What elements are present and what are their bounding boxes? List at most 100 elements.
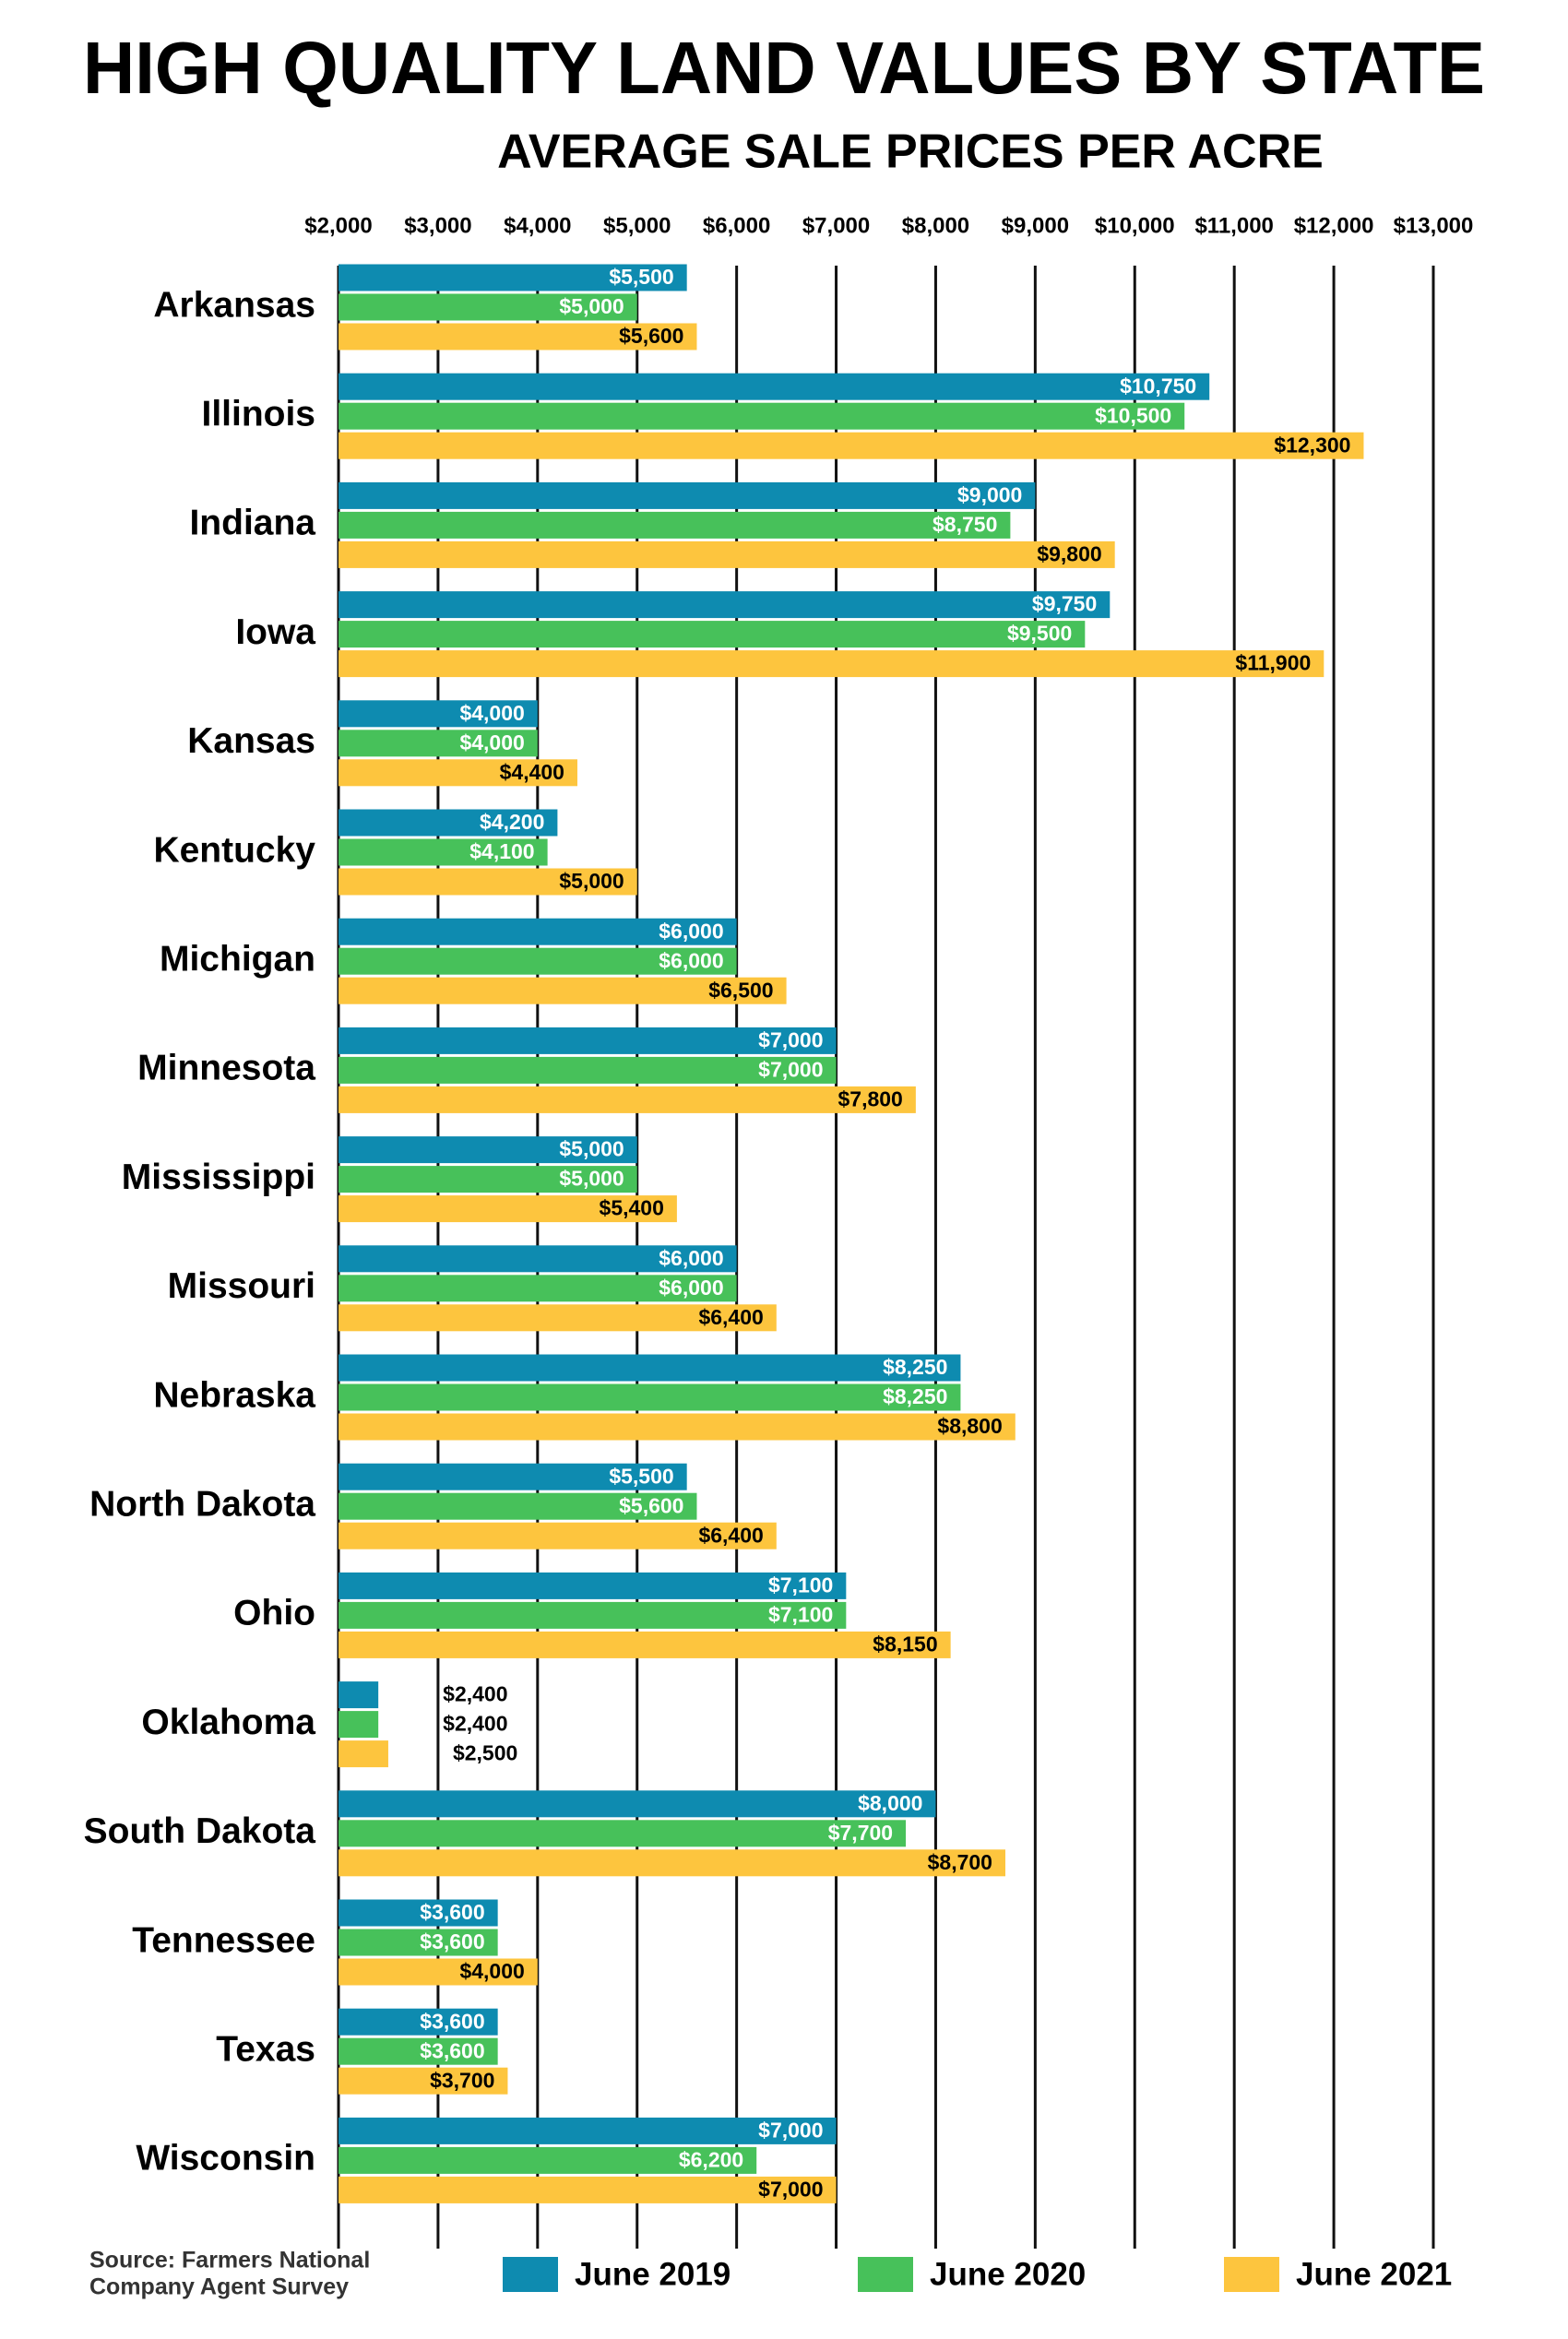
data-label: $10,750 — [1120, 374, 1196, 398]
category-label: Kentucky — [153, 830, 315, 870]
legend-label: June 2021 — [1296, 2256, 1452, 2292]
bar — [339, 2008, 498, 2036]
data-label: $9,500 — [1007, 622, 1072, 646]
data-label: $6,400 — [698, 1523, 763, 1547]
bar — [339, 1136, 637, 1164]
category-label: Mississippi — [122, 1158, 315, 1197]
data-label: $3,600 — [420, 2038, 484, 2062]
x-tick-label: $8,000 — [902, 213, 969, 238]
data-label: $8,750 — [932, 512, 997, 536]
bar — [339, 1304, 777, 1332]
legend-swatch — [1224, 2257, 1279, 2292]
data-label: $5,000 — [559, 869, 624, 893]
data-label: $5,600 — [619, 1493, 683, 1517]
x-tick-label: $13,000 — [1394, 213, 1474, 238]
bar — [339, 1572, 847, 1599]
category-label: Tennessee — [132, 1920, 315, 1960]
bar — [339, 868, 637, 896]
data-label: $8,700 — [928, 1850, 992, 1874]
bar — [339, 2037, 498, 2065]
data-label: $6,500 — [708, 978, 773, 1002]
category-label: Wisconsin — [136, 2139, 315, 2179]
bar — [339, 540, 1115, 568]
bar — [339, 293, 637, 321]
data-label: $8,000 — [858, 1791, 922, 1815]
bar — [339, 481, 1036, 509]
data-label: $7,700 — [828, 1821, 893, 1845]
bar — [339, 1492, 697, 1520]
bar — [339, 1740, 388, 1768]
data-label: $9,800 — [1037, 541, 1101, 565]
bar — [339, 1601, 847, 1629]
data-label: $8,250 — [883, 1384, 947, 1408]
category-label: Illinois — [201, 394, 315, 433]
x-tick-label: $7,000 — [802, 213, 870, 238]
category-label: Missouri — [168, 1266, 315, 1306]
bar — [339, 323, 697, 350]
bar — [339, 2146, 757, 2174]
data-label: $7,000 — [758, 1027, 823, 1051]
data-label: $12,300 — [1274, 433, 1350, 457]
data-label: $2,500 — [453, 1741, 517, 1765]
bar — [339, 1275, 737, 1302]
bar — [339, 1820, 907, 1847]
bar — [339, 809, 558, 837]
legend-swatch — [858, 2257, 913, 2292]
bar — [339, 1929, 498, 1956]
x-tick-label: $12,000 — [1294, 213, 1374, 238]
data-label: $4,200 — [480, 810, 544, 834]
chart-title: HIGH QUALITY LAND VALUES BY STATE — [83, 27, 1485, 109]
data-label: $8,800 — [937, 1414, 1002, 1438]
category-label: Kansas — [187, 721, 315, 761]
bar — [339, 1195, 677, 1223]
x-tick-label: $11,000 — [1194, 213, 1273, 238]
x-tick-label: $2,000 — [304, 213, 372, 238]
category-label: Indiana — [189, 504, 315, 543]
data-label: $9,750 — [1032, 592, 1097, 616]
data-label: $4,000 — [459, 1959, 524, 1983]
category-label: Ohio — [233, 1594, 315, 1633]
data-label: $4,100 — [469, 839, 534, 863]
legend-swatch — [503, 2257, 558, 2292]
data-label: $5,500 — [609, 1464, 673, 1488]
bar — [339, 1849, 1005, 1877]
data-label: $3,700 — [430, 2068, 494, 2092]
legend-label: June 2019 — [575, 2256, 731, 2292]
bar — [339, 264, 687, 291]
data-label: $5,000 — [559, 1167, 624, 1191]
bar — [339, 1056, 837, 1084]
bar — [339, 650, 1324, 678]
data-label: $8,150 — [873, 1632, 937, 1656]
data-label: $8,250 — [883, 1355, 947, 1379]
bar — [339, 947, 737, 975]
category-label: Iowa — [235, 612, 315, 652]
bar — [339, 1245, 737, 1273]
bar — [339, 2117, 837, 2144]
bar — [339, 1631, 951, 1658]
bar — [339, 977, 787, 1004]
bar — [339, 511, 1011, 539]
data-label: $9,000 — [957, 482, 1022, 506]
data-label: $2,400 — [443, 1682, 507, 1706]
x-tick-label: $5,000 — [603, 213, 671, 238]
bar — [339, 1681, 379, 1709]
bar — [339, 432, 1364, 459]
x-tick-label: $3,000 — [404, 213, 471, 238]
data-label: $4,400 — [500, 760, 564, 784]
bar — [339, 1413, 1016, 1441]
bar — [339, 1383, 961, 1411]
data-label: $10,500 — [1095, 403, 1171, 427]
bar — [339, 1790, 936, 1818]
data-label: $7,000 — [758, 2177, 823, 2201]
data-label: $7,000 — [758, 1057, 823, 1081]
bar — [339, 1711, 379, 1739]
bar — [339, 1354, 961, 1382]
data-label: $4,000 — [459, 701, 524, 725]
category-label: Michigan — [160, 939, 315, 979]
source-note: Source: Farmers National — [89, 2248, 370, 2274]
bar — [339, 1958, 538, 1986]
bar — [339, 402, 1185, 430]
x-tick-label: $6,000 — [703, 213, 770, 238]
data-label: $5,600 — [619, 324, 683, 348]
